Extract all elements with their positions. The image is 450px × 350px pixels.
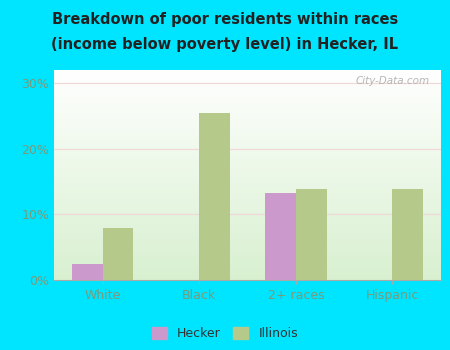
Legend: Hecker, Illinois: Hecker, Illinois — [152, 327, 298, 340]
Bar — [72, 264, 103, 280]
Text: (income below poverty level) in Hecker, IL: (income below poverty level) in Hecker, … — [51, 37, 399, 52]
Text: City-Data.com: City-Data.com — [355, 76, 429, 86]
Bar — [199, 113, 230, 280]
Bar — [392, 189, 423, 280]
Text: Breakdown of poor residents within races: Breakdown of poor residents within races — [52, 12, 398, 27]
Bar — [296, 189, 327, 280]
Bar — [265, 193, 296, 280]
Bar — [103, 228, 134, 280]
